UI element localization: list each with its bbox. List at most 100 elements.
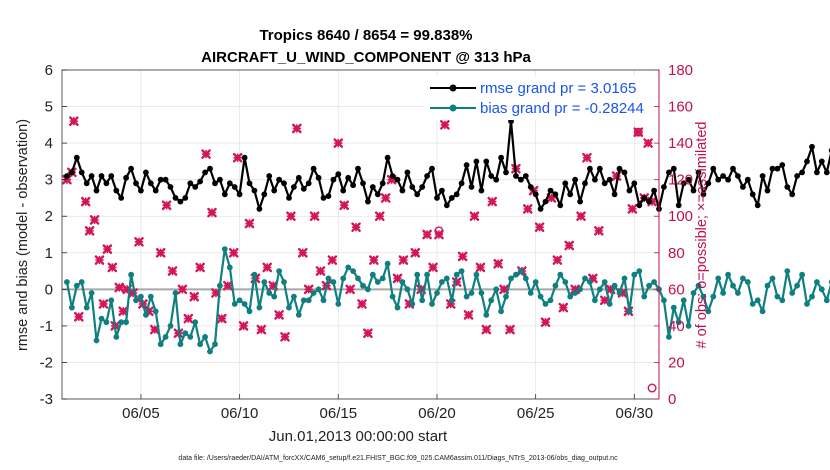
rmse-point <box>818 158 825 165</box>
rmse-point <box>567 191 574 198</box>
bias-point <box>320 297 327 304</box>
bias-point <box>345 264 352 271</box>
rmse-point <box>330 176 337 183</box>
obs-assimilated-marker <box>594 226 604 236</box>
bias-point <box>725 271 731 278</box>
bias-point <box>794 282 800 289</box>
rmse-point <box>705 180 712 187</box>
obs-assimilated-marker <box>457 251 468 262</box>
y-right-tick-label: 180 <box>668 62 693 79</box>
bias-point <box>315 286 322 293</box>
rmse-point <box>547 187 554 194</box>
rmse-point <box>626 187 633 194</box>
bias-point <box>498 308 504 315</box>
rmse-point <box>473 158 480 165</box>
legend-box <box>425 76 653 120</box>
chart-title-line1: Tropics 8640 / 8654 = 99.838% <box>259 27 472 44</box>
rmse-point <box>123 174 129 181</box>
bias-point <box>177 341 184 348</box>
rmse-point <box>636 202 643 209</box>
bias-point <box>513 271 519 278</box>
bias-point <box>281 279 287 285</box>
bias-point <box>236 297 243 304</box>
rmse-point <box>448 195 455 201</box>
obs-assimilated-marker <box>363 328 373 338</box>
obs-assimilated-marker <box>564 240 575 251</box>
bias-point <box>680 297 687 304</box>
rmse-point <box>661 184 667 190</box>
rmse-point <box>286 195 292 201</box>
bias-point <box>276 268 282 274</box>
rmse-point <box>424 173 430 179</box>
rmse-point <box>740 184 746 190</box>
obs-assimilated-marker <box>627 204 638 214</box>
bias-point <box>740 275 746 282</box>
rmse-point <box>379 180 386 187</box>
rmse-point <box>389 173 396 179</box>
bias-point <box>690 290 697 296</box>
bias-point <box>577 286 583 293</box>
obs-assimilated-marker <box>576 211 586 222</box>
bias-point <box>330 279 337 285</box>
rmse-point <box>522 173 529 179</box>
rmse-point <box>488 173 495 179</box>
x-tick-label: 06/25 <box>517 405 555 422</box>
rmse-point <box>804 158 810 165</box>
rmse-point <box>823 169 830 176</box>
rmse-point <box>784 184 791 190</box>
rmse-point <box>360 180 366 187</box>
y-right-tick-label: 140 <box>668 135 693 152</box>
axes: -3-2-1012345602040608010012014016018006/… <box>40 62 693 422</box>
rmse-point <box>88 173 95 179</box>
obs-assimilated-marker <box>487 196 498 207</box>
bias-point <box>69 304 75 311</box>
y-right-tick-label: 0 <box>668 391 676 408</box>
bias-point <box>764 282 771 289</box>
obs-assimilated-marker <box>262 262 273 273</box>
bias-point <box>414 271 421 278</box>
obs-assimilated-marker <box>369 255 379 265</box>
rmse-point <box>251 187 258 194</box>
obs-assimilated-marker <box>475 262 486 273</box>
rmse-point <box>108 173 115 179</box>
rmse-point <box>562 180 569 187</box>
obs-assimilated-marker <box>118 306 128 317</box>
rmse-point <box>157 176 164 183</box>
rmse-point <box>192 184 199 190</box>
bias-point <box>389 293 396 300</box>
rmse-point <box>167 184 174 190</box>
rmse-point <box>814 169 820 176</box>
obs-assimilated-marker <box>167 266 178 276</box>
bias-point <box>231 301 238 307</box>
rmse-point <box>177 198 184 205</box>
rmse-point <box>226 180 233 187</box>
rmse-point <box>666 169 672 176</box>
bias-point <box>291 293 297 300</box>
bias-point <box>537 293 544 300</box>
obs-assimilated-marker <box>161 200 172 211</box>
obs-assimilated-marker <box>357 299 367 309</box>
rmse-point <box>291 184 297 190</box>
rmse-point <box>231 184 238 190</box>
bias-point <box>601 279 608 285</box>
obs-assimilated-marker <box>98 299 109 309</box>
bias-point <box>197 341 204 348</box>
rmse-point <box>172 195 179 201</box>
rmse-point <box>340 187 347 194</box>
rmse-point <box>744 176 751 183</box>
rmse-point <box>113 187 120 194</box>
rmse-point <box>527 184 534 190</box>
bias-point <box>749 301 756 307</box>
rmse-point <box>365 198 371 205</box>
legend-bias-label: bias grand pr = -0.28244 <box>480 100 644 117</box>
bias-point <box>266 290 273 296</box>
rmse-point <box>300 185 307 192</box>
obs-assimilated-marker <box>345 284 355 295</box>
bias-point <box>399 279 406 285</box>
y-left-tick-label: 1 <box>45 245 53 262</box>
rmse-point <box>685 176 692 183</box>
x-tick-label: 06/05 <box>122 405 160 422</box>
obs-assimilated-marker <box>222 280 233 291</box>
rmse-point <box>310 165 317 172</box>
